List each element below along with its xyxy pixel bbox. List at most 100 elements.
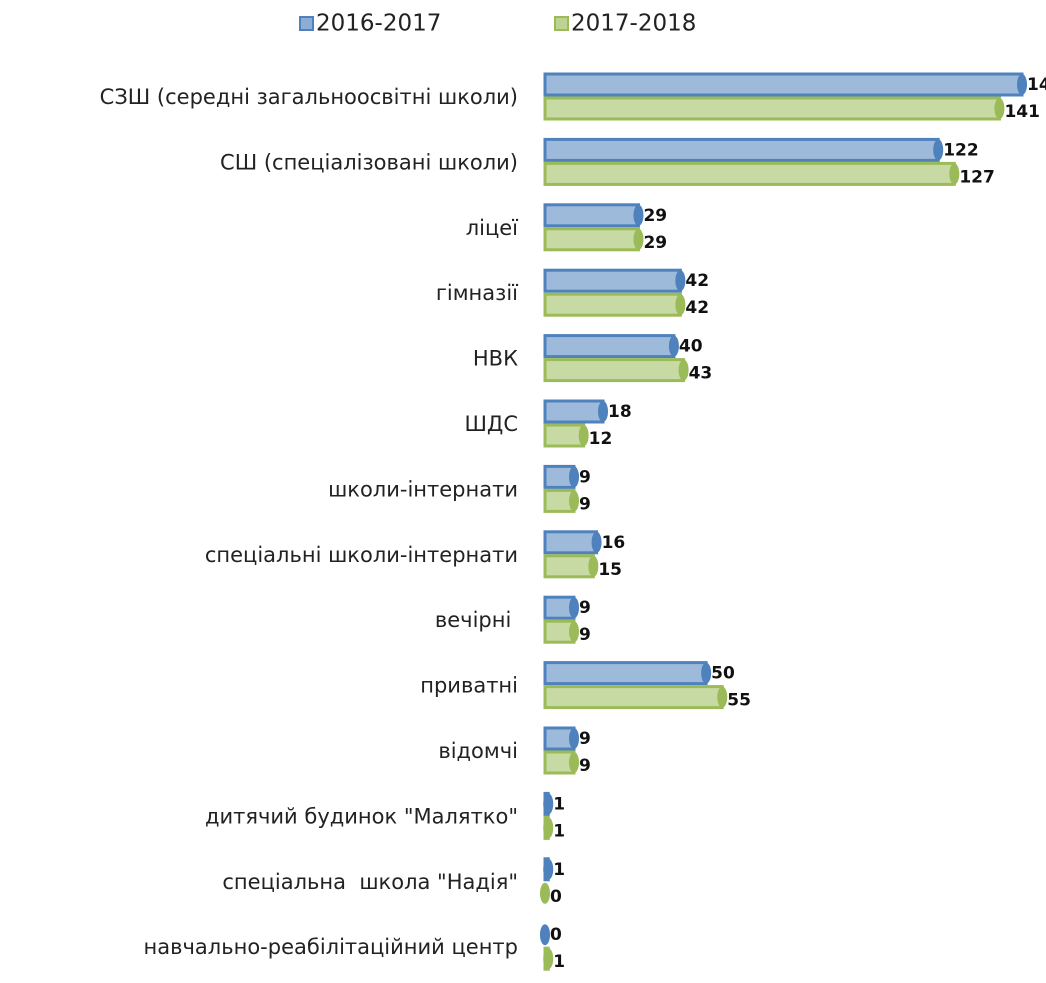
value-label: 50 (711, 664, 735, 684)
value-label: 42 (685, 298, 709, 318)
bar (543, 619, 580, 644)
value-label: 40 (679, 337, 703, 357)
bar (543, 137, 944, 162)
bar (543, 857, 554, 882)
bar-body (543, 530, 599, 555)
value-label: 12 (589, 429, 613, 449)
bar-body (543, 554, 595, 579)
bar-body (543, 161, 956, 186)
bar (543, 292, 686, 317)
bar (543, 554, 599, 579)
value-label: 9 (579, 756, 591, 776)
value-label: 127 (959, 167, 995, 187)
bar (543, 791, 554, 816)
bar (543, 685, 728, 710)
value-label: 122 (943, 140, 979, 160)
bar-cap (543, 793, 554, 815)
value-label: 1 (553, 794, 565, 814)
category-label: ШДС (464, 412, 518, 436)
bar-body (543, 137, 940, 162)
legend-swatch (554, 16, 569, 31)
bar (543, 750, 580, 775)
bar-body (543, 96, 1001, 121)
value-label: 55 (727, 691, 751, 711)
category-label: школи-інтернати (328, 477, 518, 501)
value-label: 9 (579, 598, 591, 618)
bar-cap (1017, 74, 1027, 95)
bar (543, 815, 554, 840)
bar-cap (633, 228, 644, 250)
value-label: 1 (553, 860, 565, 880)
bar-cap (678, 359, 689, 381)
bar-body (543, 661, 708, 686)
value-label: 148 (1027, 75, 1046, 95)
value-label: 9 (579, 494, 591, 514)
bar-cap (578, 425, 589, 446)
bar (543, 268, 686, 293)
bar-cap (569, 752, 580, 773)
bar-cap (543, 858, 554, 880)
value-label: 43 (689, 364, 713, 384)
legend-swatch (299, 16, 314, 31)
bar (543, 334, 679, 359)
bar-cap (569, 490, 580, 512)
category-label: ліцеї (466, 216, 518, 240)
value-label: 0 (550, 925, 562, 945)
value-label: 9 (579, 467, 591, 487)
value-label: 16 (602, 533, 626, 553)
bar (543, 203, 644, 228)
value-label: 9 (579, 625, 591, 645)
bar (543, 488, 580, 513)
bar-body (543, 292, 682, 317)
bar-cap (543, 948, 554, 970)
bar (540, 882, 550, 904)
bar-cap (668, 335, 679, 357)
bar-body (543, 227, 640, 252)
value-label: 15 (598, 560, 622, 580)
bar-body (543, 685, 724, 710)
value-label: 1 (553, 821, 565, 841)
category-label: СЗШ (середні загальноосвітні школи) (100, 85, 518, 109)
category-label: СШ (спеціалізовані школи) (220, 150, 518, 174)
bar (543, 530, 602, 555)
bar-cap (675, 294, 686, 316)
bar-body (543, 399, 605, 424)
bar-cap (949, 163, 960, 185)
value-label: 0 (550, 887, 562, 907)
value-label: 29 (643, 206, 667, 226)
bar (543, 661, 712, 686)
bar (543, 464, 580, 489)
category-label: приватні (420, 674, 518, 698)
bar (543, 399, 609, 424)
bar-cap (543, 817, 554, 839)
bar-body (543, 268, 682, 293)
category-label: НВК (473, 347, 518, 371)
bar (540, 924, 550, 946)
bar-body (543, 423, 586, 448)
bar-cap (633, 204, 644, 226)
value-label: 141 (1004, 102, 1040, 122)
category-label: спеціальна школа "Надія" (222, 870, 518, 894)
bar (543, 227, 644, 252)
value-label: 42 (685, 271, 709, 291)
value-label: 9 (579, 729, 591, 749)
bar-cap (569, 597, 580, 619)
bar-body (543, 203, 640, 228)
bar-body (543, 334, 676, 359)
bar-cap (540, 924, 550, 946)
bar-cap (994, 98, 1005, 119)
bar-cap (675, 270, 686, 292)
bar (543, 161, 960, 186)
bar-cap (588, 555, 599, 577)
bar-cap (569, 728, 580, 749)
bar-body (543, 358, 686, 383)
bar (543, 358, 689, 383)
bar (543, 423, 589, 448)
category-label: навчально-реабілітаційний центр (144, 935, 518, 959)
bar-cap (591, 531, 602, 553)
bar-body (543, 72, 1024, 97)
bar (543, 72, 1027, 97)
category-label: спеціальні школи-інтернати (205, 543, 518, 567)
legend-label: 2016-2017 (316, 11, 441, 37)
